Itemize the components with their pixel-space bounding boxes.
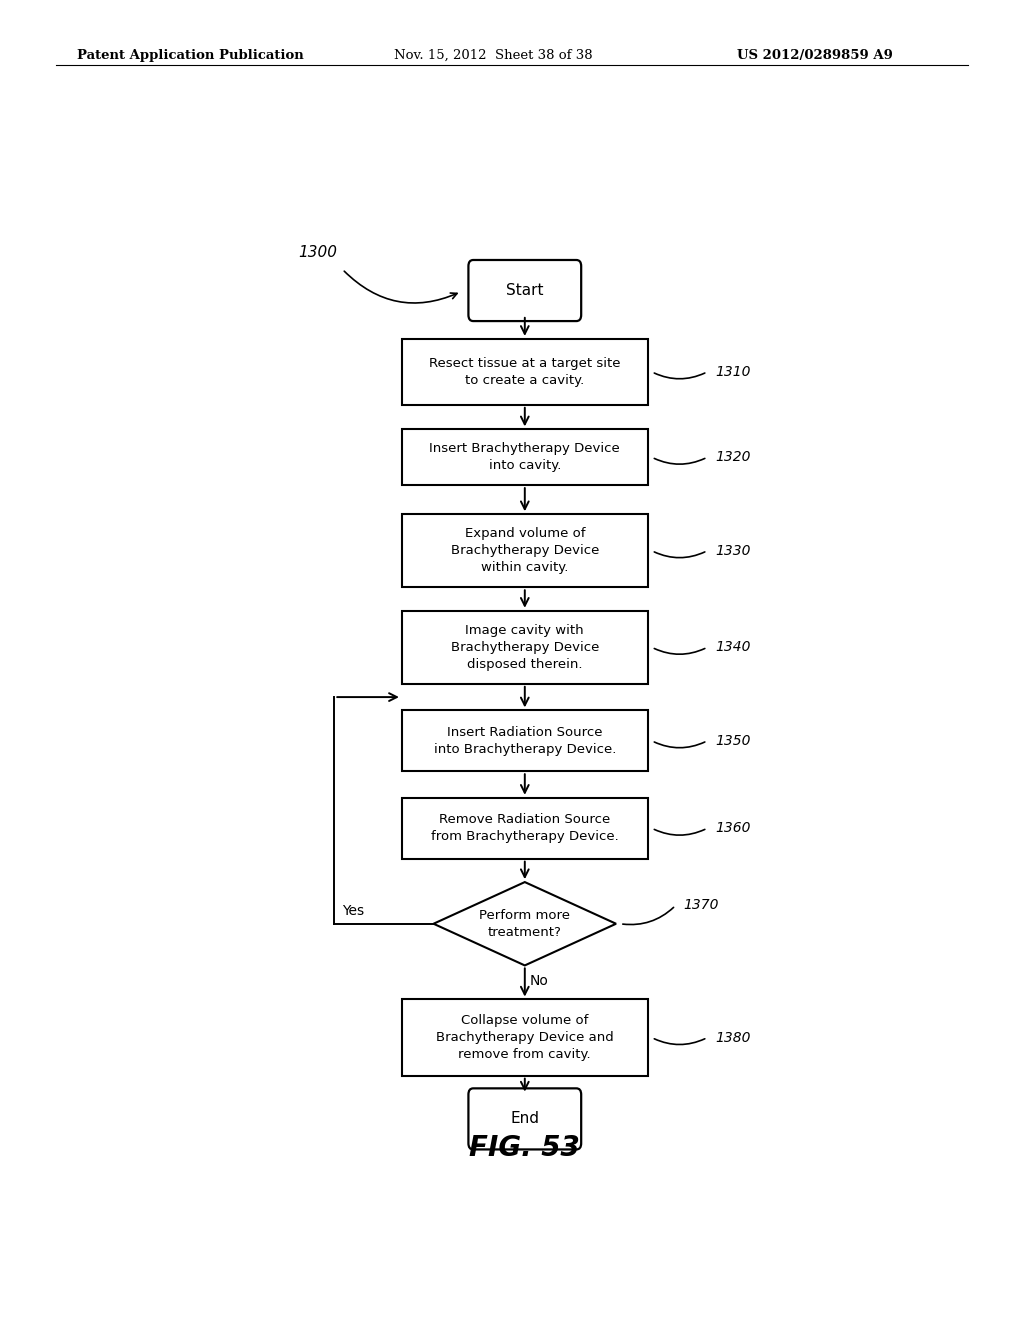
Text: Patent Application Publication: Patent Application Publication	[77, 49, 303, 62]
Text: 1300: 1300	[299, 246, 338, 260]
Text: Expand volume of
Brachytherapy Device
within cavity.: Expand volume of Brachytherapy Device wi…	[451, 527, 599, 574]
Text: 1380: 1380	[715, 1031, 751, 1044]
Text: End: End	[510, 1111, 540, 1126]
Text: FIG. 53: FIG. 53	[469, 1134, 581, 1162]
Text: No: No	[529, 974, 549, 987]
Text: Image cavity with
Brachytherapy Device
disposed therein.: Image cavity with Brachytherapy Device d…	[451, 624, 599, 671]
FancyBboxPatch shape	[401, 429, 648, 486]
Text: Remove Radiation Source
from Brachytherapy Device.: Remove Radiation Source from Brachythera…	[431, 813, 618, 843]
FancyBboxPatch shape	[401, 339, 648, 405]
Text: 1360: 1360	[715, 821, 751, 836]
Text: Perform more
treatment?: Perform more treatment?	[479, 908, 570, 939]
Text: Insert Radiation Source
into Brachytherapy Device.: Insert Radiation Source into Brachythera…	[433, 726, 616, 756]
FancyBboxPatch shape	[401, 515, 648, 587]
Polygon shape	[433, 882, 616, 965]
FancyBboxPatch shape	[468, 260, 582, 321]
Text: 1350: 1350	[715, 734, 751, 748]
Text: 1370: 1370	[684, 899, 719, 912]
FancyBboxPatch shape	[401, 611, 648, 684]
Text: 1340: 1340	[715, 640, 751, 655]
Text: 1320: 1320	[715, 450, 751, 465]
FancyBboxPatch shape	[401, 999, 648, 1076]
FancyBboxPatch shape	[401, 710, 648, 771]
Text: Nov. 15, 2012  Sheet 38 of 38: Nov. 15, 2012 Sheet 38 of 38	[394, 49, 593, 62]
Text: US 2012/0289859 A9: US 2012/0289859 A9	[737, 49, 893, 62]
Text: Yes: Yes	[342, 904, 365, 917]
Text: Collapse volume of
Brachytherapy Device and
remove from cavity.: Collapse volume of Brachytherapy Device …	[436, 1014, 613, 1061]
Text: 1330: 1330	[715, 544, 751, 558]
Text: Start: Start	[506, 282, 544, 298]
FancyBboxPatch shape	[401, 797, 648, 859]
Text: Resect tissue at a target site
to create a cavity.: Resect tissue at a target site to create…	[429, 356, 621, 387]
Text: 1310: 1310	[715, 364, 751, 379]
Text: Insert Brachytherapy Device
into cavity.: Insert Brachytherapy Device into cavity.	[429, 442, 621, 473]
FancyBboxPatch shape	[468, 1089, 582, 1150]
